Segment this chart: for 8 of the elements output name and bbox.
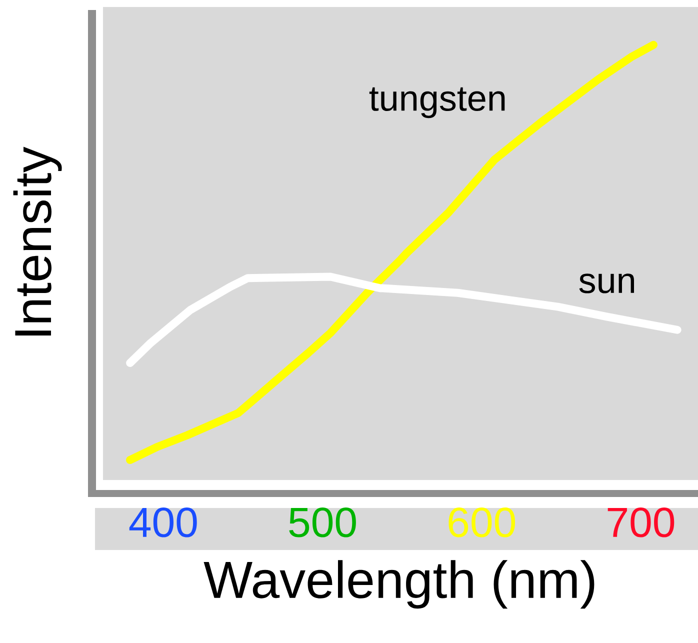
x-axis-title: Wavelength (nm) <box>204 560 594 609</box>
series-label: sun <box>579 274 634 294</box>
x-tick-label: 400 <box>129 508 197 538</box>
x-tick-label: 700 <box>608 508 674 538</box>
x-tick-label: 500 <box>289 508 356 538</box>
x-tick-label: 600 <box>448 508 516 538</box>
y-axis-title: Intensity <box>13 146 62 336</box>
series-label: tungsten <box>369 87 505 118</box>
